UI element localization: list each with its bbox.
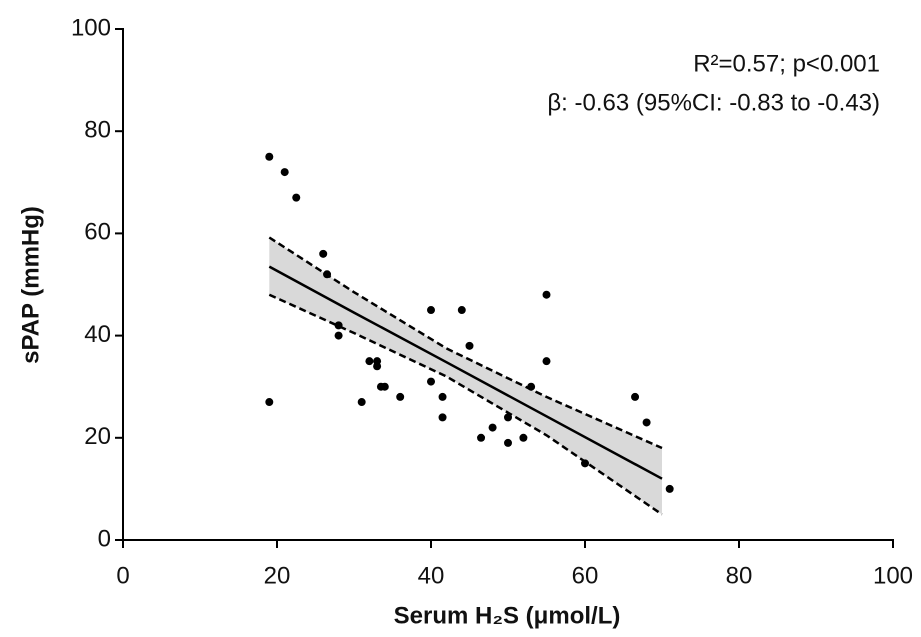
point <box>396 392 405 401</box>
point <box>334 321 343 330</box>
point <box>581 459 589 468</box>
confidence-lower <box>268 293 663 516</box>
confidence-band <box>269 237 662 515</box>
point <box>477 433 486 442</box>
point <box>665 484 674 493</box>
point <box>334 331 343 340</box>
point <box>527 382 536 391</box>
y-tick-label: 20 <box>84 423 111 450</box>
x-tick-label: 40 <box>418 562 445 589</box>
point <box>280 168 289 177</box>
fit-line <box>268 265 663 480</box>
x-tick-label: 0 <box>116 562 129 589</box>
point <box>465 341 474 350</box>
y-axis-title: sPAP (mmHg) <box>17 206 44 364</box>
y-tick-label: 100 <box>71 14 111 41</box>
y-tick-label: 80 <box>84 117 111 144</box>
x-tick-label: 100 <box>873 562 913 589</box>
point <box>319 249 328 258</box>
point <box>519 433 528 442</box>
x-axis-title: Serum H₂S (μmol/L) <box>394 602 621 629</box>
point <box>427 306 435 315</box>
confidence-upper <box>268 236 663 450</box>
point <box>542 290 551 299</box>
point <box>504 413 512 422</box>
x-tick-label: 80 <box>726 562 753 589</box>
point <box>631 392 640 401</box>
point <box>427 377 435 386</box>
point <box>265 398 274 407</box>
point <box>438 413 447 422</box>
point <box>504 438 512 447</box>
point <box>380 382 389 391</box>
point <box>292 193 301 202</box>
point <box>542 357 551 366</box>
point <box>265 152 274 161</box>
x-tick-label: 20 <box>264 562 291 589</box>
point <box>357 398 366 407</box>
point <box>488 423 497 432</box>
point <box>373 362 382 371</box>
x-tick-label: 60 <box>572 562 599 589</box>
y-tick-label: 40 <box>84 321 111 348</box>
y-tick-label: 60 <box>84 219 111 246</box>
point <box>642 418 651 427</box>
point <box>365 357 374 366</box>
point <box>438 392 447 401</box>
annotation: R²=0.57; p<0.001 <box>693 50 880 77</box>
point <box>323 270 332 279</box>
annotation: β: -0.63 (95%CI: -0.83 to -0.43) <box>547 89 880 116</box>
point <box>457 306 466 315</box>
y-tick-label: 0 <box>98 525 111 552</box>
